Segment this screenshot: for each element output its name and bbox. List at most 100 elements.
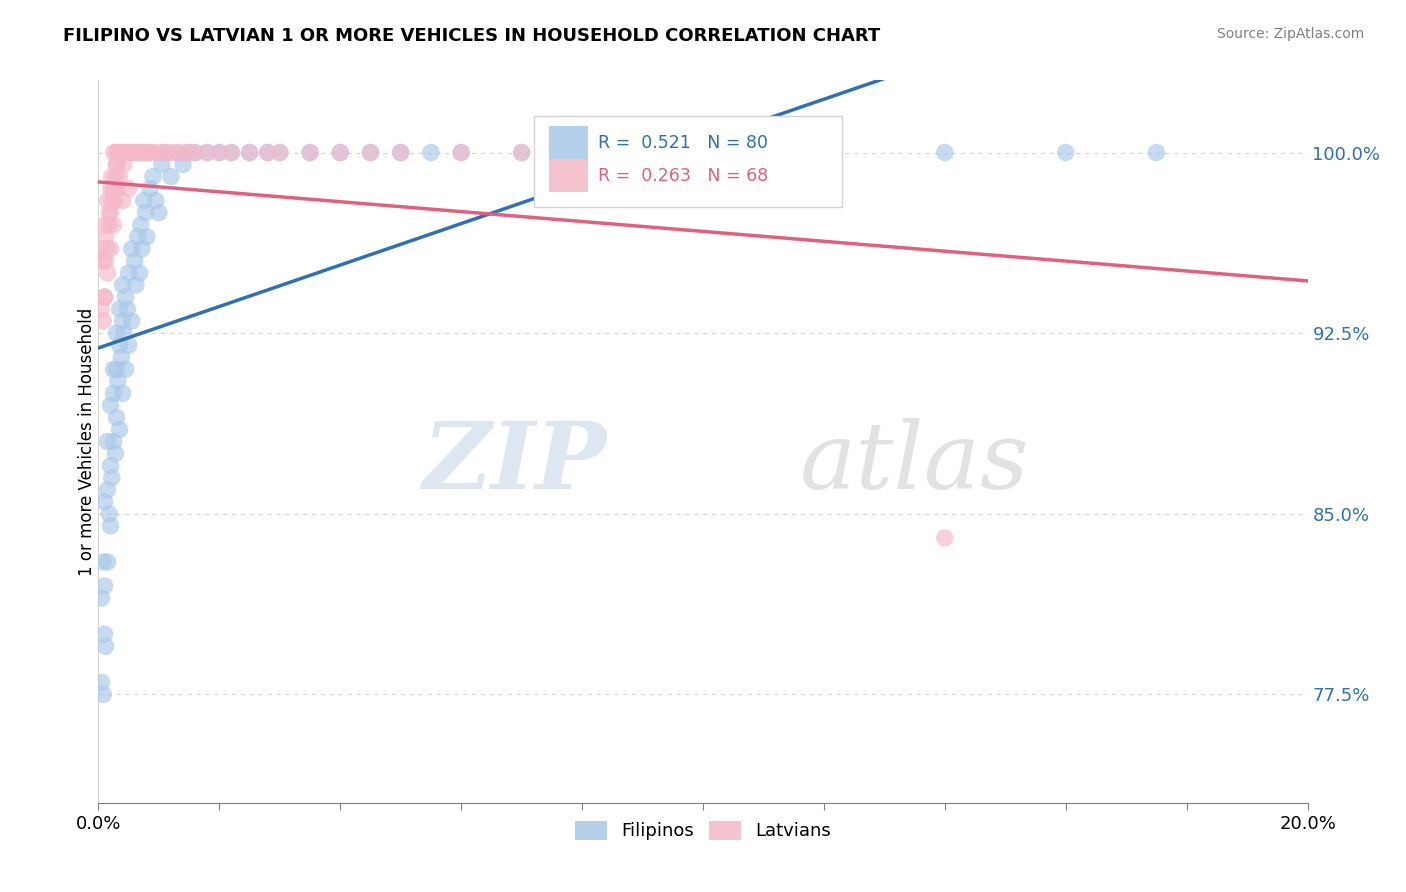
Point xyxy=(93,579,115,593)
Point xyxy=(94,229,117,244)
Point xyxy=(299,145,322,160)
Point xyxy=(104,446,127,460)
Point xyxy=(100,470,122,484)
Point xyxy=(269,145,291,160)
Point xyxy=(104,194,127,208)
FancyBboxPatch shape xyxy=(534,117,842,207)
Point xyxy=(93,290,115,304)
Point xyxy=(172,145,194,160)
Point xyxy=(195,145,218,160)
Point xyxy=(934,145,956,160)
Point xyxy=(166,145,188,160)
Point xyxy=(118,181,141,195)
Point xyxy=(105,145,128,160)
Point xyxy=(329,145,352,160)
Point xyxy=(93,218,115,232)
Point xyxy=(510,145,533,160)
Point xyxy=(94,253,117,268)
Point xyxy=(103,386,125,401)
Point xyxy=(153,145,176,160)
Point xyxy=(96,483,118,497)
Point xyxy=(110,350,132,364)
Point xyxy=(90,591,112,605)
Legend: Filipinos, Latvians: Filipinos, Latvians xyxy=(569,815,837,846)
Point xyxy=(114,290,136,304)
Point xyxy=(107,145,129,160)
Text: R =  0.521   N = 80: R = 0.521 N = 80 xyxy=(598,134,768,153)
Point xyxy=(90,242,112,256)
Point xyxy=(299,145,322,160)
Point xyxy=(127,229,149,244)
Point xyxy=(93,494,115,508)
Point xyxy=(389,145,412,160)
Point xyxy=(103,434,125,449)
Point xyxy=(108,169,131,184)
Point xyxy=(108,338,131,352)
Point xyxy=(128,266,150,280)
Point xyxy=(269,145,291,160)
Point xyxy=(692,145,714,160)
Point xyxy=(98,218,121,232)
Point xyxy=(96,242,118,256)
Point xyxy=(114,362,136,376)
Point xyxy=(108,301,131,316)
FancyBboxPatch shape xyxy=(550,126,588,159)
Point xyxy=(256,145,278,160)
Point xyxy=(100,398,122,412)
Point xyxy=(148,145,170,160)
Point xyxy=(148,205,170,219)
Point xyxy=(100,518,122,533)
Point xyxy=(111,277,134,292)
Point xyxy=(111,145,134,160)
Point xyxy=(127,145,149,160)
Point xyxy=(571,145,593,160)
Point xyxy=(90,301,112,316)
Point xyxy=(105,362,128,376)
Point xyxy=(124,253,146,268)
Point xyxy=(160,145,183,160)
Point xyxy=(91,253,114,268)
Point xyxy=(221,145,243,160)
Point xyxy=(172,157,194,171)
Point xyxy=(142,169,165,184)
Point xyxy=(105,410,128,425)
Point xyxy=(110,145,132,160)
Point xyxy=(510,145,533,160)
Point xyxy=(108,145,131,160)
Point xyxy=(934,531,956,545)
Point xyxy=(100,242,122,256)
Text: R =  0.263   N = 68: R = 0.263 N = 68 xyxy=(598,168,768,186)
Point xyxy=(124,145,146,160)
Point xyxy=(360,145,382,160)
Point xyxy=(121,145,143,160)
Point xyxy=(121,314,143,328)
Point xyxy=(91,555,114,569)
Point xyxy=(571,145,593,160)
Point xyxy=(139,145,162,160)
Point xyxy=(90,675,112,690)
Point xyxy=(420,145,443,160)
Point xyxy=(450,145,472,160)
Point xyxy=(179,145,201,160)
Point xyxy=(239,145,262,160)
Point xyxy=(256,145,278,160)
Point xyxy=(1054,145,1077,160)
Point xyxy=(105,326,128,340)
Point xyxy=(239,145,262,160)
Point xyxy=(142,145,165,160)
Point xyxy=(100,205,122,219)
Point xyxy=(96,555,118,569)
Point xyxy=(103,218,125,232)
Point xyxy=(96,194,118,208)
Point xyxy=(91,687,114,701)
Point xyxy=(100,458,122,473)
Point xyxy=(111,194,134,208)
Point xyxy=(108,422,131,436)
Point xyxy=(221,145,243,160)
Point xyxy=(117,301,139,316)
Text: atlas: atlas xyxy=(800,418,1029,508)
Point xyxy=(100,169,122,184)
Point xyxy=(166,145,188,160)
Point xyxy=(96,266,118,280)
Point xyxy=(132,194,155,208)
